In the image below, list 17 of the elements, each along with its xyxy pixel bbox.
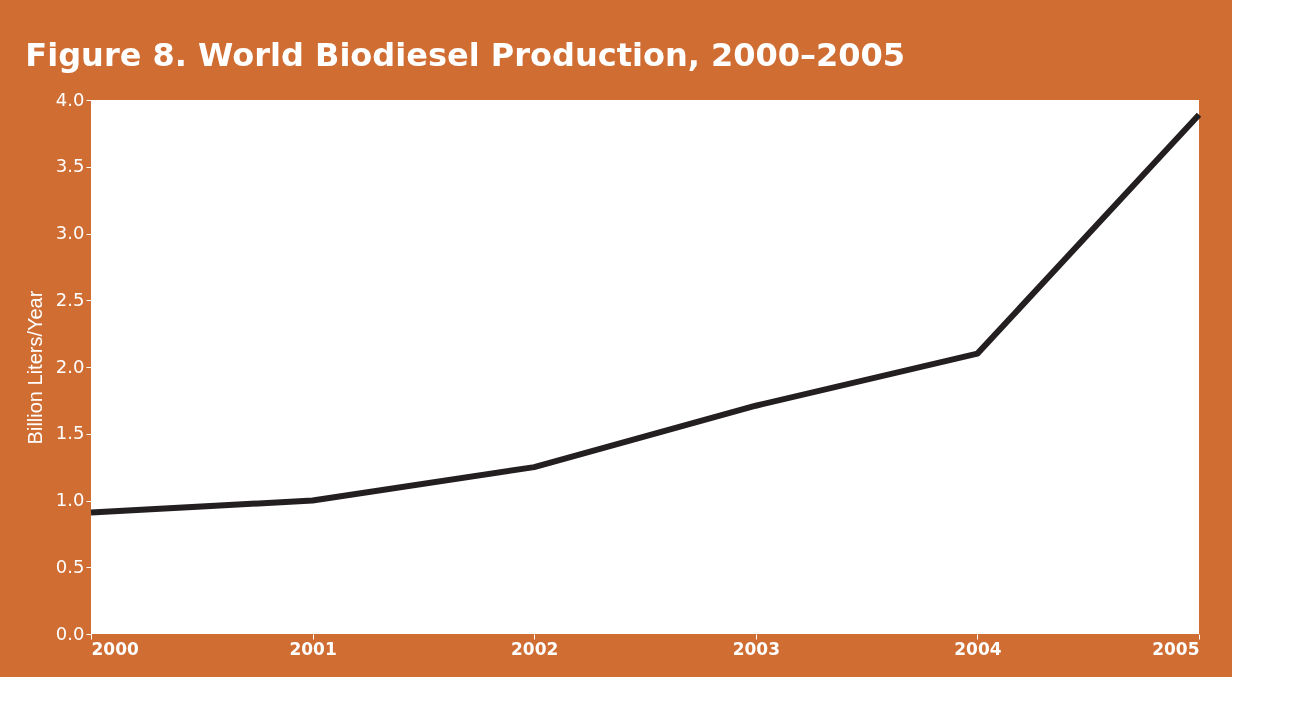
y-tick-label: 2.0 bbox=[55, 355, 85, 377]
x-tick-label: 2003 bbox=[732, 638, 780, 659]
x-tick-label: 2002 bbox=[511, 638, 559, 659]
y-axis-title: Billion Liters/Year bbox=[23, 290, 46, 445]
x-tick-label: 2004 bbox=[954, 638, 1002, 659]
y-tick-label: 4.0 bbox=[55, 88, 85, 110]
chart-title: Figure 8. World Biodiesel Production, 2000–2005 bbox=[25, 36, 906, 74]
y-tick-label: 3.5 bbox=[55, 155, 85, 177]
y-tick-label: 0.0 bbox=[55, 622, 85, 644]
x-tick-label: 2001 bbox=[289, 638, 337, 659]
y-tick-label: 2.5 bbox=[55, 288, 85, 310]
y-tick-label: 0.5 bbox=[55, 555, 85, 577]
x-tick-label: 2000 bbox=[91, 638, 139, 659]
y-tick-label: 3.0 bbox=[55, 222, 85, 243]
x-tick-label: 2005 bbox=[1152, 638, 1200, 659]
y-tick-label: 1.5 bbox=[55, 422, 85, 444]
y-tick-label: 1.0 bbox=[55, 489, 85, 510]
